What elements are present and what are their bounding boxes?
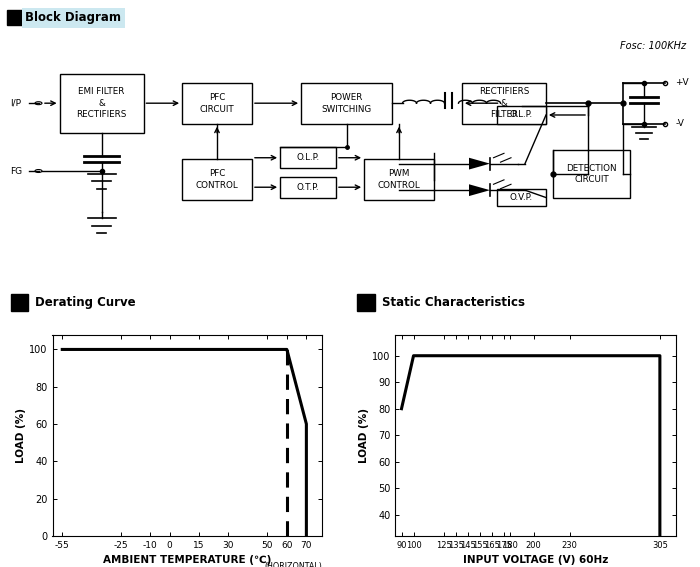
Text: (HORIZONTAL): (HORIZONTAL) xyxy=(264,562,322,567)
Bar xyxy=(357,294,374,311)
Polygon shape xyxy=(469,158,490,170)
Polygon shape xyxy=(469,184,490,196)
Bar xyxy=(10,294,28,311)
Text: Fosc: 100KHz: Fosc: 100KHz xyxy=(620,41,686,51)
Bar xyxy=(7,10,22,25)
Bar xyxy=(280,147,336,168)
Text: O.V.P.: O.V.P. xyxy=(510,193,533,202)
Y-axis label: LOAD (%): LOAD (%) xyxy=(360,408,370,463)
Bar xyxy=(60,74,144,133)
Text: I/P: I/P xyxy=(10,99,22,108)
Bar xyxy=(182,159,252,201)
Text: DETECTION
CIRCUIT: DETECTION CIRCUIT xyxy=(566,163,617,184)
Text: O.L.P.: O.L.P. xyxy=(296,153,320,162)
Bar xyxy=(182,83,252,124)
Text: FG: FG xyxy=(10,167,22,176)
Text: PWM
CONTROL: PWM CONTROL xyxy=(377,170,421,191)
Text: O.L.P.: O.L.P. xyxy=(510,111,533,120)
Bar xyxy=(497,189,546,206)
Bar xyxy=(462,83,546,124)
Bar xyxy=(280,177,336,197)
Bar xyxy=(364,159,434,201)
Text: +V: +V xyxy=(676,78,689,87)
Bar xyxy=(553,150,630,197)
Text: PFC
CONTROL: PFC CONTROL xyxy=(195,170,239,191)
Bar xyxy=(497,106,546,124)
Text: POWER
SWITCHING: POWER SWITCHING xyxy=(321,93,372,113)
Text: EMI FILTER
&
RECTIFIERS: EMI FILTER & RECTIFIERS xyxy=(76,87,127,120)
Text: Static Characteristics: Static Characteristics xyxy=(382,296,524,309)
X-axis label: INPUT VOLTAGE (V) 60Hz: INPUT VOLTAGE (V) 60Hz xyxy=(463,555,608,565)
Y-axis label: LOAD (%): LOAD (%) xyxy=(17,408,27,463)
Text: -V: -V xyxy=(676,119,685,128)
Text: Derating Curve: Derating Curve xyxy=(35,296,136,309)
Bar xyxy=(301,83,392,124)
Text: Block Diagram: Block Diagram xyxy=(25,11,121,24)
Text: O.T.P.: O.T.P. xyxy=(297,183,319,192)
Text: RECTIFIERS
&
FILTER: RECTIFIERS & FILTER xyxy=(479,87,529,120)
X-axis label: AMBIENT TEMPERATURE (℃): AMBIENT TEMPERATURE (℃) xyxy=(103,555,272,565)
Text: PFC
CIRCUIT: PFC CIRCUIT xyxy=(199,93,234,113)
